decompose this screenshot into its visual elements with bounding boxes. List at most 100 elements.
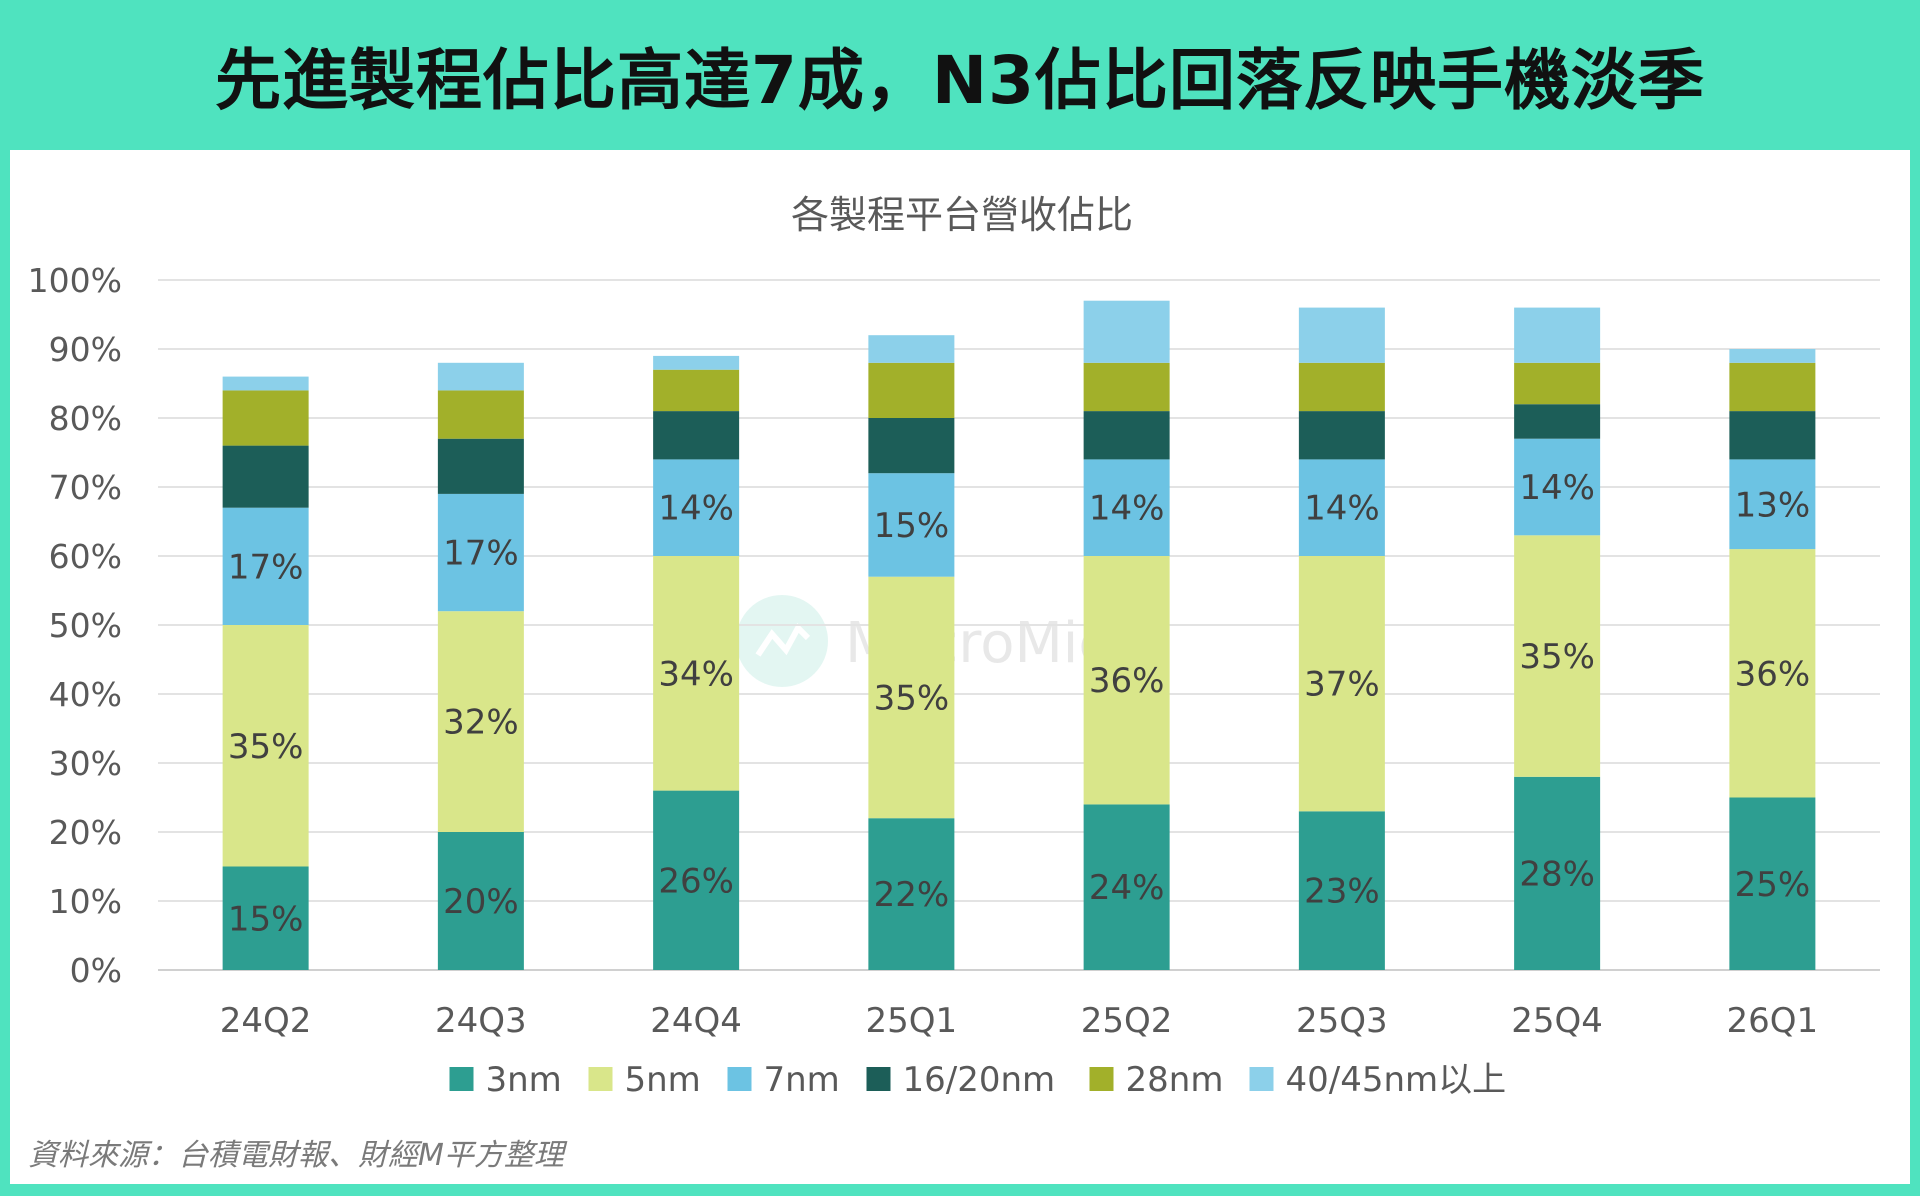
bar-segment — [653, 790, 740, 970]
data-label: 24% — [1089, 868, 1165, 908]
data-label: 28% — [1519, 854, 1595, 894]
data-label: 14% — [1089, 489, 1165, 529]
x-axis: 24Q2 24Q3 24Q4 25Q1 25Q2 25Q3 25Q4 26Q1 — [220, 1001, 1818, 1041]
data-label: 17% — [228, 547, 304, 587]
bar-segment — [1298, 307, 1385, 363]
source-note: 資料來源：台積電財報、財經M平方整理 — [28, 1138, 564, 1173]
bar-segment — [1083, 459, 1170, 556]
bar-segment — [222, 390, 309, 446]
legend: 3nm 5nm 7nm 16/20nm 28nm 40/45nm以上 — [449, 1060, 1507, 1100]
data-label: 35% — [874, 678, 950, 718]
bar-segment — [653, 459, 740, 556]
x-tick-label: 24Q3 — [435, 1001, 527, 1041]
legend-swatch — [1089, 1067, 1114, 1091]
y-tick-label: 20% — [49, 813, 122, 852]
bar-segment — [653, 369, 740, 412]
bar-segment — [868, 362, 955, 418]
bar-segment — [1729, 411, 1816, 460]
bar-segment — [868, 335, 955, 363]
data-label: 34% — [658, 654, 734, 694]
bar-segment — [1298, 556, 1385, 812]
legend-label: 5nm — [625, 1060, 701, 1100]
y-tick-label: 50% — [49, 606, 122, 645]
legend-swatch — [727, 1067, 752, 1091]
bar-segment — [868, 818, 955, 970]
bar-segment — [1298, 811, 1385, 970]
legend-swatch — [449, 1067, 474, 1091]
y-tick-label: 100% — [28, 261, 122, 300]
data-label: 32% — [443, 703, 519, 743]
bar-segment — [1729, 797, 1816, 970]
chart-title: 各製程平台營收佔比 — [791, 193, 1133, 237]
bar-segment — [1514, 362, 1601, 405]
bar-segment — [437, 493, 524, 612]
bar-segment — [1729, 362, 1816, 412]
bar-segment — [868, 418, 955, 474]
legend-label: 40/45nm以上 — [1286, 1060, 1507, 1100]
x-tick-label: 25Q1 — [866, 1001, 958, 1041]
data-label: 36% — [1089, 661, 1165, 701]
bar-segment — [1298, 362, 1385, 412]
bar-segment — [1514, 404, 1601, 439]
bar-segment — [1083, 300, 1170, 363]
bar-segment — [653, 556, 740, 791]
legend-swatch — [588, 1067, 613, 1091]
bar-segment — [1514, 776, 1601, 970]
bar-segment — [653, 355, 740, 370]
y-tick-label: 80% — [49, 399, 122, 438]
bar-segment — [1514, 438, 1601, 536]
data-label: 15% — [874, 506, 950, 546]
bar-segment — [1298, 459, 1385, 556]
x-tick-label: 25Q3 — [1296, 1001, 1388, 1041]
legend-swatch — [866, 1067, 891, 1091]
data-label: 13% — [1735, 485, 1811, 525]
bar-segment — [1083, 556, 1170, 805]
data-label: 14% — [1304, 489, 1380, 529]
data-label: 35% — [228, 727, 304, 767]
bar-segment — [437, 362, 524, 391]
bar-segment — [1729, 549, 1816, 798]
y-tick-label: 10% — [49, 882, 122, 921]
bars: 15% 35% 17% 20% 32% 17% 26% 34% 14% 22% 35% 15% 24% 3… — [222, 300, 1816, 970]
watermark-logo-line-icon — [755, 623, 811, 657]
data-label: 20% — [443, 882, 519, 922]
bar-segment — [222, 625, 309, 867]
legend-label: 7nm — [764, 1060, 840, 1100]
header-banner: 先進製程佔比高達7成，N3佔比回落反映手機淡季 — [0, 0, 1920, 150]
legend-swatch — [1249, 1067, 1274, 1091]
bar-segment — [1298, 411, 1385, 460]
bar-segment — [222, 866, 309, 970]
bar-segment — [868, 576, 955, 819]
data-label: 35% — [1519, 637, 1595, 677]
legend-label: 28nm — [1126, 1060, 1224, 1100]
bar-segment — [1083, 411, 1170, 460]
bar-segment — [1514, 307, 1601, 363]
page-title: 先進製程佔比高達7成，N3佔比回落反映手機淡季 — [214, 42, 1706, 119]
bar-segment — [222, 507, 309, 625]
data-label: 17% — [443, 534, 519, 574]
data-label: 37% — [1304, 665, 1380, 705]
y-tick-label: 0% — [70, 951, 122, 990]
bar-segment — [1083, 362, 1170, 412]
bar-segment — [868, 473, 955, 577]
y-tick-label: 70% — [49, 468, 122, 507]
data-label: 14% — [658, 489, 734, 529]
bar-segment — [437, 438, 524, 494]
data-label: 22% — [874, 875, 950, 915]
x-tick-label: 24Q2 — [220, 1001, 312, 1041]
data-label: 36% — [1735, 654, 1811, 694]
x-tick-label: 26Q1 — [1727, 1001, 1819, 1041]
y-tick-label: 60% — [49, 537, 122, 576]
bar-segment — [437, 390, 524, 439]
y-tick-label: 30% — [49, 744, 122, 783]
y-axis: 0% 10% 20% 30% 40% 50% 60% 70% 80% 90% 100% — [28, 261, 122, 990]
bar-segment — [437, 832, 524, 970]
data-label: 15% — [228, 899, 304, 939]
x-tick-label: 25Q4 — [1511, 1001, 1603, 1041]
gridlines — [158, 279, 1880, 971]
bar-segment — [1514, 535, 1601, 777]
bar-segment — [653, 411, 740, 460]
x-tick-label: 24Q4 — [650, 1001, 742, 1041]
data-label: 23% — [1304, 872, 1380, 912]
